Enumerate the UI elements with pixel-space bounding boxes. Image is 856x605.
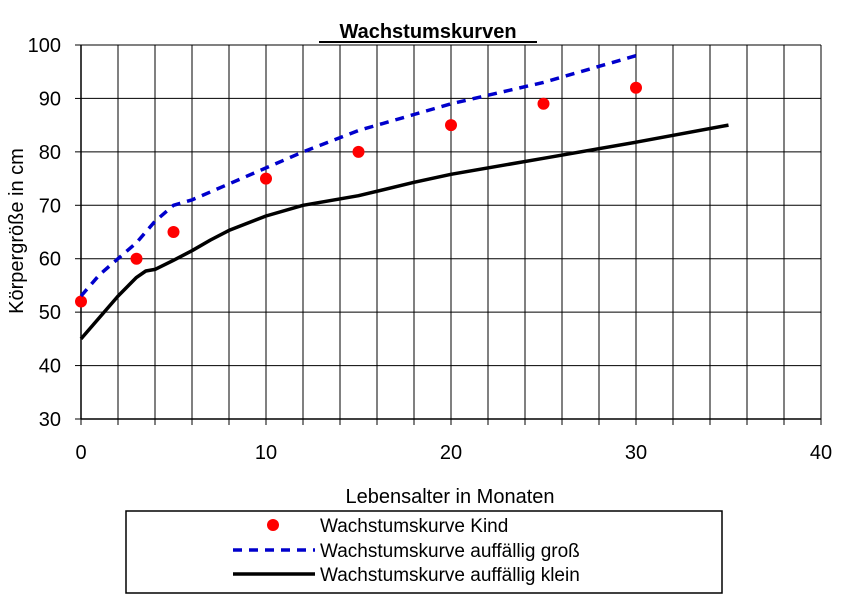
x-tick-label: 40 [810, 442, 832, 464]
grid [81, 44, 822, 419]
data-point-kind [537, 97, 550, 110]
y-tick-label: 30 [39, 409, 61, 431]
legend: Wachstumskurve Kind Wachstumskurve auffäl… [125, 510, 723, 594]
chart-title: Wachstumskurven [339, 21, 516, 43]
x-tick-label: 0 [75, 442, 86, 464]
legend-box [125, 510, 723, 594]
legend-label: Wachstumskurve auffällig groß [320, 541, 580, 562]
y-tick-label: 70 [39, 195, 61, 217]
x-axis-title: Lebensalter in Monaten [345, 486, 554, 508]
legend-marker-kind [267, 519, 279, 531]
legend-label: Wachstumskurve auffällig klein [320, 565, 580, 586]
x-tick-label: 30 [625, 442, 647, 464]
y-tick-label: 50 [39, 302, 61, 324]
data-point-kind [260, 172, 272, 185]
legend-label: Wachstumskurve Kind [320, 516, 508, 537]
y-tick-label: 60 [39, 249, 61, 271]
data-point-kind [630, 81, 642, 94]
axes: 30 40 50 60 70 80 90 100 0 10 20 30 40 [28, 35, 833, 464]
data-point-kind [75, 295, 87, 308]
y-axis-title: Körpergröße in cm [6, 148, 28, 314]
series-line-klein [79, 123, 729, 341]
data-point-kind [167, 226, 180, 238]
y-tick-label: 80 [39, 142, 61, 164]
series-line-gross [79, 54, 637, 298]
x-tick-label: 10 [255, 442, 277, 464]
data-point-kind [130, 252, 143, 265]
y-tick-label: 90 [39, 88, 61, 110]
series-layer [75, 54, 729, 341]
y-tick-label: 40 [39, 356, 61, 378]
data-point-kind [445, 119, 457, 132]
y-tick-label: 100 [28, 35, 61, 57]
x-tick-label: 20 [440, 442, 462, 464]
data-point-kind [352, 145, 365, 158]
